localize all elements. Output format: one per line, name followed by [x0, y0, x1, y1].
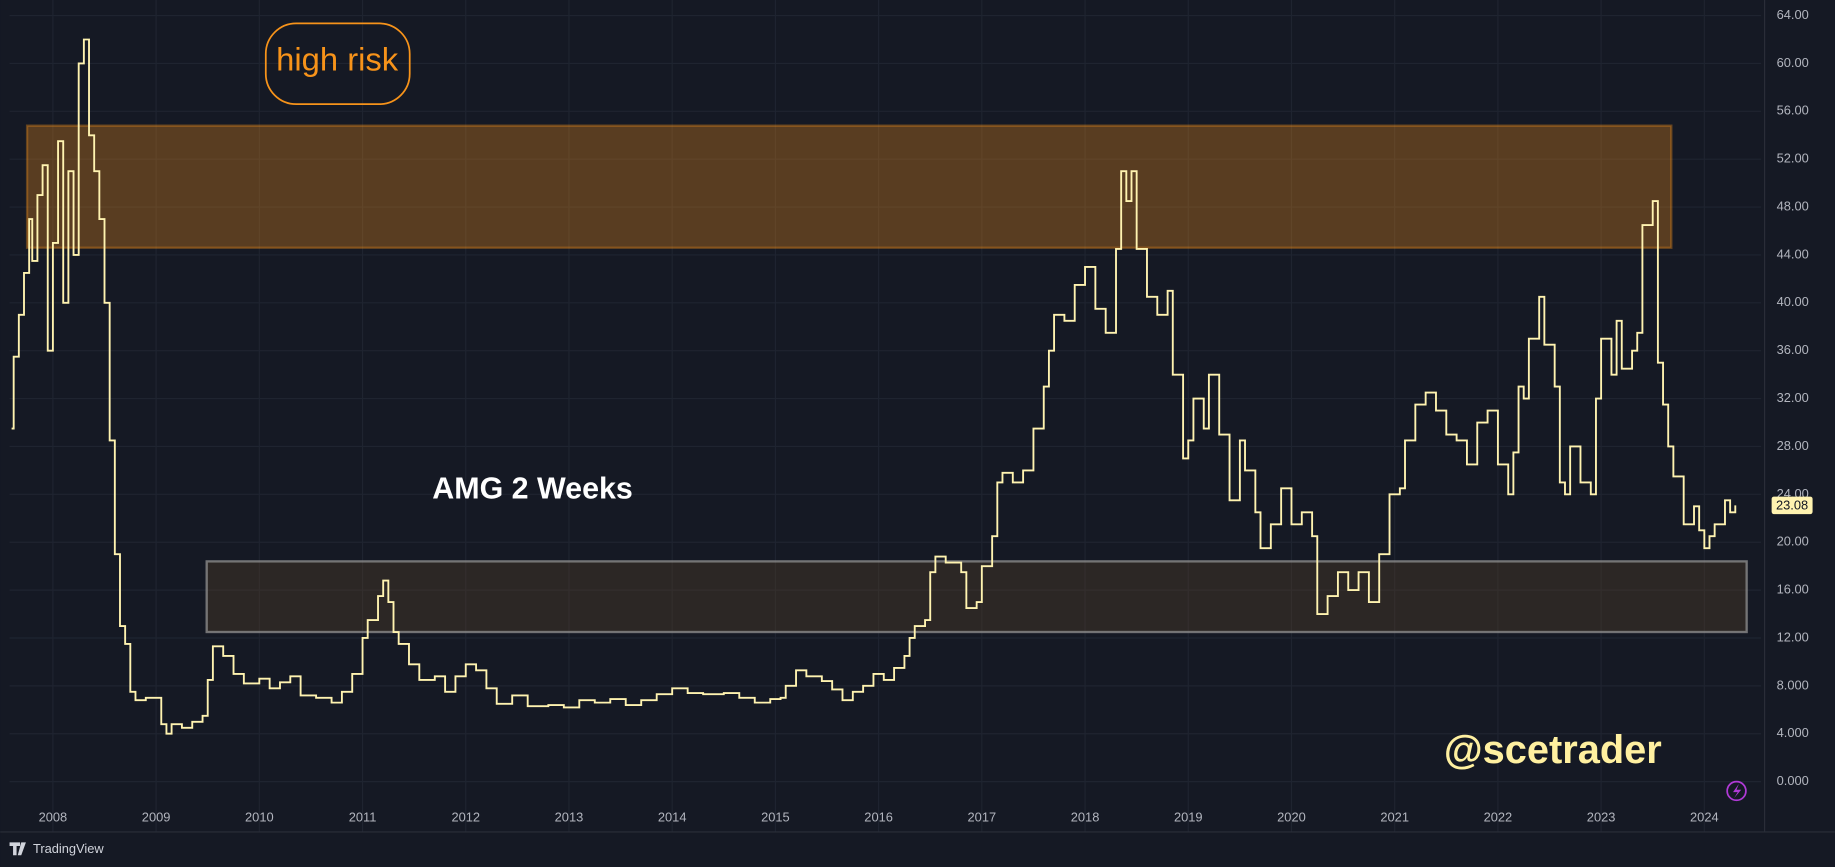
series — [11, 38, 1737, 735]
y-tick-label: 16.00 — [1777, 582, 1809, 597]
x-tick-label: 2019 — [1174, 809, 1203, 824]
x-tick-label: 2017 — [968, 809, 997, 824]
x-tick-label: 2022 — [1484, 809, 1513, 824]
brand-logo — [9, 842, 26, 856]
y-tick-label: 52.00 — [1777, 151, 1809, 166]
y-tick-label: 56.00 — [1777, 103, 1809, 118]
y-tick-label: 44.00 — [1777, 246, 1809, 261]
x-tick-label: 2023 — [1587, 809, 1616, 824]
lightning-glyph — [1733, 783, 1742, 798]
y-tick-label: 36.00 — [1777, 342, 1809, 357]
price-line — [11, 38, 1737, 735]
y-tick-label: 12.00 — [1777, 629, 1809, 644]
y-tick-label: 4.000 — [1777, 725, 1809, 740]
y-tick-label: 20.00 — [1777, 534, 1809, 549]
x-tick-label: 2014 — [658, 809, 687, 824]
x-tick-label: 2018 — [1071, 809, 1100, 824]
last-value-label: 23.08 — [1776, 497, 1808, 512]
x-tick-label: 2013 — [555, 809, 584, 824]
y-tick-label: 64.00 — [1777, 7, 1809, 22]
y-tick-label: 32.00 — [1777, 390, 1809, 405]
y-tick-label: 60.00 — [1777, 55, 1809, 70]
watermark: @scetrader — [1444, 728, 1662, 772]
x-tick-label: 2016 — [864, 809, 893, 824]
annotation: high risk — [276, 41, 399, 78]
branding: TradingView — [33, 841, 104, 856]
chart-title: AMG 2 Weeks — [432, 471, 633, 505]
x-tick-label: 2024 — [1690, 809, 1719, 824]
zone — [205, 560, 1748, 634]
y-tick-label: 0.000 — [1777, 773, 1809, 788]
lightning-icon[interactable] — [1726, 780, 1747, 802]
x-tick-label: 2009 — [142, 809, 171, 824]
y-tick-label: 40.00 — [1777, 294, 1809, 309]
last-value-tag — [1771, 496, 1813, 515]
x-tick-label: 2015 — [761, 809, 790, 824]
x-tick-label: 2012 — [451, 809, 480, 824]
zones — [25, 124, 1748, 634]
x-tick-label: 2010 — [245, 809, 274, 824]
zone — [25, 124, 1673, 249]
x-tick-label: 2020 — [1277, 809, 1306, 824]
y-tick-label: 28.00 — [1777, 438, 1809, 453]
y-tick-label: 48.00 — [1777, 198, 1809, 213]
x-tick-label: 2008 — [39, 809, 68, 824]
annotation-box — [264, 22, 411, 106]
x-tick-label: 2011 — [349, 809, 377, 824]
axes: 0.0004.0008.00012.0016.0020.0024.0028.00… — [39, 7, 1813, 824]
y-tick-label: 8.000 — [1777, 677, 1809, 692]
x-tick-label: 2021 — [1380, 809, 1409, 824]
